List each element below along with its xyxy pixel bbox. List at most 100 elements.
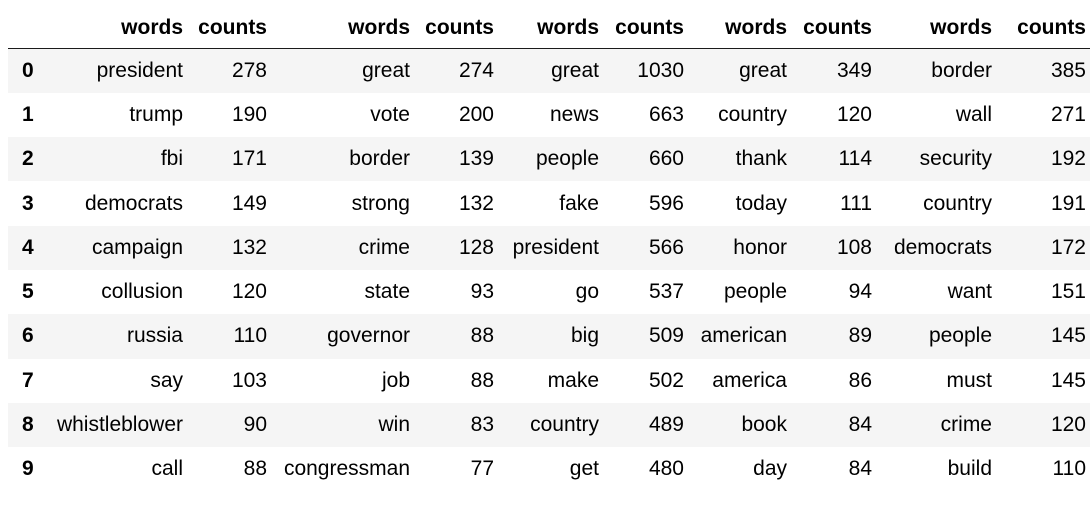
count-cell: 385 [1050, 58, 1086, 82]
row-index: 4 [22, 235, 34, 259]
word-cell: say [150, 368, 183, 392]
word-cell: great [551, 58, 599, 82]
row-index: 9 [22, 457, 34, 481]
column-header-words: words [876, 8, 996, 49]
count-cell: 509 [648, 324, 684, 348]
count-cell: 660 [648, 147, 684, 171]
word-cell: security [919, 147, 992, 171]
count-cell: 151 [1050, 280, 1086, 304]
count-cell: 1030 [637, 58, 684, 82]
table-row: 0 president 278 great 274 great 1030 gre… [8, 48, 1090, 93]
header-row: words counts words counts words counts w… [8, 8, 1090, 49]
count-cell: 278 [231, 58, 267, 82]
word-cell: campaign [91, 235, 183, 259]
column-header-counts: counts [414, 8, 498, 49]
count-cell: 537 [648, 280, 684, 304]
column-header-counts: counts [791, 8, 876, 49]
word-cell: make [547, 368, 599, 392]
word-cell: border [349, 147, 410, 171]
table-row: 3 democrats 149 strong 132 fake 596 toda… [8, 181, 1090, 226]
row-index: 2 [22, 147, 34, 171]
count-cell: 103 [231, 368, 267, 392]
count-cell: 86 [848, 368, 872, 392]
word-cell: news [549, 102, 599, 126]
count-cell: 191 [1050, 191, 1086, 215]
word-cell: american [700, 324, 787, 348]
word-cell: trump [129, 102, 183, 126]
word-cell: today [735, 191, 787, 215]
word-cell: president [512, 235, 599, 259]
word-cell: democrats [893, 235, 992, 259]
table-row: 9 call 88 congressman 77 get 480 day 84 … [8, 447, 1090, 492]
count-cell: 132 [458, 191, 494, 215]
word-cell: border [931, 58, 992, 82]
column-header-counts: counts [187, 8, 271, 49]
word-cell: win [378, 413, 410, 437]
word-cell: crime [940, 413, 992, 437]
count-cell: 120 [231, 280, 267, 304]
count-cell: 200 [458, 102, 494, 126]
column-header-counts: counts [996, 8, 1090, 49]
table-row: 5 collusion 120 state 93 go 537 people 9… [8, 269, 1090, 315]
count-cell: 90 [243, 413, 267, 437]
column-header-words: words [271, 8, 414, 49]
word-cell: go [575, 280, 599, 304]
count-cell: 349 [836, 58, 872, 82]
count-cell: 480 [648, 457, 684, 481]
word-cell: book [741, 413, 787, 437]
table-header: words counts words counts words counts w… [8, 8, 1090, 49]
column-header-words: words [688, 8, 791, 49]
word-cell: fbi [160, 147, 183, 171]
word-cell: build [947, 457, 992, 481]
word-cell: must [946, 368, 992, 392]
word-cell: big [570, 324, 599, 348]
count-cell: 663 [648, 102, 684, 126]
row-index: 3 [22, 191, 34, 215]
column-header-words: words [498, 8, 603, 49]
count-cell: 84 [848, 413, 872, 437]
word-cell: america [712, 368, 787, 392]
count-cell: 192 [1050, 147, 1086, 171]
count-cell: 110 [233, 324, 267, 348]
word-cell: strong [351, 191, 410, 215]
count-cell: 502 [648, 368, 684, 392]
count-cell: 83 [470, 413, 494, 437]
word-cell: collusion [101, 280, 183, 304]
count-cell: 84 [848, 457, 872, 481]
count-cell: 88 [470, 368, 494, 392]
table-row: 8 whistleblower 90 win 83 country 489 bo… [8, 402, 1090, 448]
word-cell: whistleblower [56, 413, 183, 437]
word-cell: governor [327, 324, 410, 348]
row-index: 5 [22, 280, 34, 304]
count-cell: 149 [231, 191, 267, 215]
index-header [8, 8, 44, 49]
count-cell: 566 [648, 235, 684, 259]
count-cell: 139 [458, 147, 494, 171]
table-row: 1 trump 190 vote 200 news 663 country 12… [8, 92, 1090, 138]
count-cell: 93 [470, 280, 494, 304]
count-cell: 171 [231, 147, 267, 171]
word-cell: congressman [283, 457, 410, 481]
row-index: 7 [22, 368, 34, 392]
count-cell: 114 [838, 147, 872, 171]
count-cell: 120 [1050, 413, 1086, 437]
count-cell: 88 [470, 324, 494, 348]
count-cell: 145 [1050, 324, 1086, 348]
count-cell: 77 [470, 457, 494, 481]
row-index: 0 [22, 58, 34, 82]
dataframe-table: words counts words counts words counts w… [8, 8, 1090, 492]
count-cell: 110 [1052, 457, 1086, 481]
word-cell: people [928, 324, 992, 348]
count-cell: 128 [458, 235, 494, 259]
count-cell: 596 [648, 191, 684, 215]
word-cell: state [364, 280, 410, 304]
count-cell: 88 [243, 457, 267, 481]
row-index: 1 [22, 102, 34, 126]
count-cell: 271 [1050, 102, 1086, 126]
word-cell: people [535, 147, 599, 171]
count-cell: 111 [840, 191, 872, 215]
column-header-counts: counts [603, 8, 688, 49]
word-cell: thank [735, 147, 787, 171]
word-cell: job [381, 368, 410, 392]
word-cell: people [723, 280, 787, 304]
